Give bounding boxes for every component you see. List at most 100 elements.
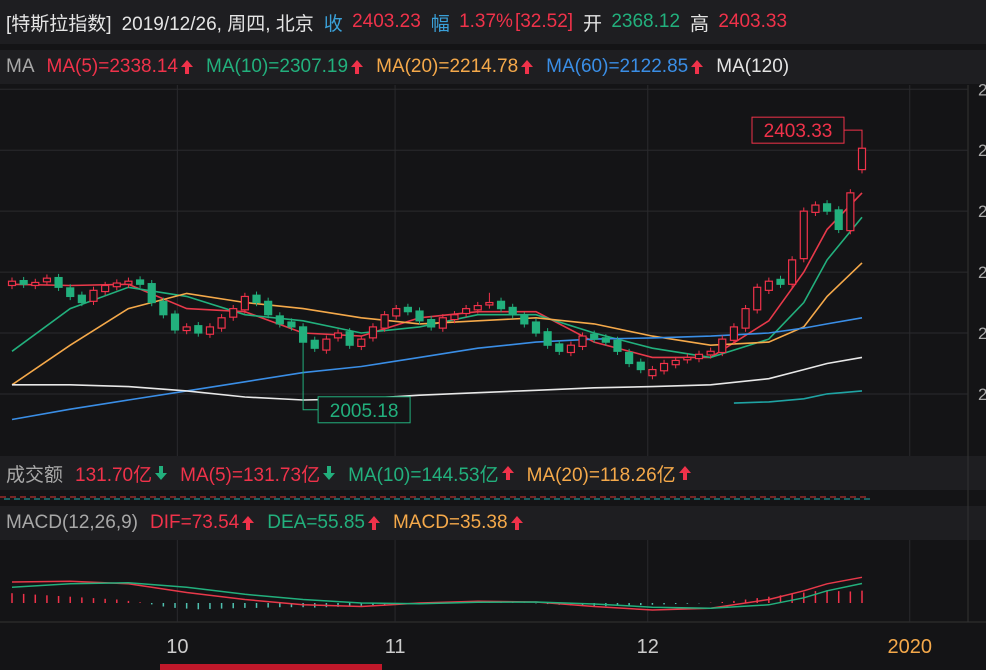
candle-body — [19, 280, 28, 285]
candle-body — [147, 283, 156, 304]
candle-body — [659, 362, 669, 372]
candle-body — [31, 281, 40, 287]
y-tick-label: 2100 — [978, 324, 986, 343]
up-arrow — [242, 516, 255, 530]
candle-body — [89, 289, 98, 302]
candle-body — [857, 147, 867, 171]
candle-body — [846, 192, 855, 232]
annotation-leader — [842, 129, 863, 149]
candle-body — [764, 280, 773, 291]
volume-label: 成交额 — [6, 464, 64, 486]
candle-body — [601, 337, 610, 343]
candle-body — [613, 339, 622, 352]
candle-body — [729, 326, 739, 341]
candle-body — [77, 294, 86, 304]
dif-line — [11, 576, 863, 611]
close: 2403.23 — [352, 11, 421, 32]
close-label: 收 — [323, 13, 343, 35]
y-tick-label: 2200 — [978, 263, 986, 282]
ma-line — [11, 262, 863, 386]
candle-body — [799, 210, 808, 260]
candle-body — [578, 335, 587, 348]
candle-body — [310, 339, 319, 349]
candle-body — [333, 332, 343, 339]
high: 2403.33 — [718, 11, 788, 32]
candle-body — [822, 203, 832, 212]
candle-body — [205, 326, 215, 335]
macd-item: DIF=73.54 — [150, 512, 240, 533]
candle-body — [42, 277, 52, 283]
annotation-label: 2005.18 — [330, 401, 399, 422]
candle-body — [706, 350, 715, 356]
candle-body — [694, 353, 704, 360]
candle-body — [322, 338, 331, 351]
candle-body — [368, 326, 378, 339]
candle-body — [473, 304, 482, 311]
candle-body — [217, 317, 226, 329]
candle-body — [54, 276, 63, 288]
candle-body — [590, 333, 599, 340]
down-arrow — [155, 466, 168, 480]
volume-item: MA(10)=144.53亿 — [348, 464, 499, 486]
up-arrow — [351, 60, 364, 74]
candle-body — [531, 321, 541, 334]
up-arrow — [691, 60, 704, 74]
up-arrow — [678, 466, 691, 480]
candle-body — [485, 301, 494, 306]
candle-body — [159, 300, 168, 316]
candle-body — [834, 209, 843, 231]
candle-body — [135, 279, 145, 285]
open-label: 开 — [583, 13, 603, 35]
candle-body — [718, 338, 727, 354]
candle-body — [124, 280, 133, 285]
candle-body — [788, 259, 797, 285]
candle-body — [438, 317, 447, 329]
change-label: 幅 — [430, 13, 450, 35]
scroll-bar — [160, 664, 382, 670]
date: 2019/12/26, 周四, 北京 — [121, 13, 314, 35]
ma-item: MA(60)=2122.85 — [546, 56, 689, 77]
y-tick-label: 2000 — [978, 385, 986, 404]
annotation-box — [317, 396, 411, 424]
y-tick-label: 2400 — [978, 141, 986, 160]
candle-body — [229, 308, 238, 318]
candle-body — [170, 313, 180, 331]
candle-body — [240, 295, 249, 311]
candle-body — [427, 318, 436, 328]
candle-body — [194, 325, 203, 334]
candle-body — [101, 284, 110, 293]
volume-item: 131.70亿 — [75, 464, 153, 486]
symbol: [特斯拉指数] — [6, 13, 112, 35]
candle-body — [287, 321, 296, 328]
candle-body — [671, 359, 680, 366]
ma-item: MA(5)=2338.14 — [46, 56, 179, 77]
x-tick-label: 11 — [385, 636, 406, 658]
change-pct: 1.37% — [459, 11, 513, 32]
candle-body — [380, 314, 389, 329]
ma-line — [11, 317, 863, 421]
candle-body — [543, 331, 552, 346]
candle-body — [403, 306, 412, 313]
up-arrow — [367, 516, 380, 530]
candle-body — [357, 338, 366, 348]
volume-item: MA(20)=118.26亿 — [526, 464, 676, 486]
candle-body — [252, 294, 261, 304]
candle-body — [66, 287, 75, 298]
ma-line — [733, 390, 863, 404]
ma-label: MA — [6, 56, 35, 77]
x-tick-label: 10 — [166, 636, 188, 658]
candle-body — [648, 368, 657, 377]
volume-item: MA(5)=131.73亿 — [180, 464, 321, 486]
candle-body — [566, 344, 576, 354]
annotation-box — [751, 116, 845, 144]
ma-item: MA(20)=2214.78 — [376, 56, 519, 77]
annotation-leader — [302, 390, 319, 411]
x-tick-label: 2020 — [887, 636, 932, 658]
ma-line — [12, 356, 863, 401]
up-arrow — [521, 60, 534, 74]
open: 2368.12 — [611, 11, 681, 32]
candle-body — [625, 351, 634, 365]
macd-label: MACD(12,26,9) — [6, 512, 138, 533]
